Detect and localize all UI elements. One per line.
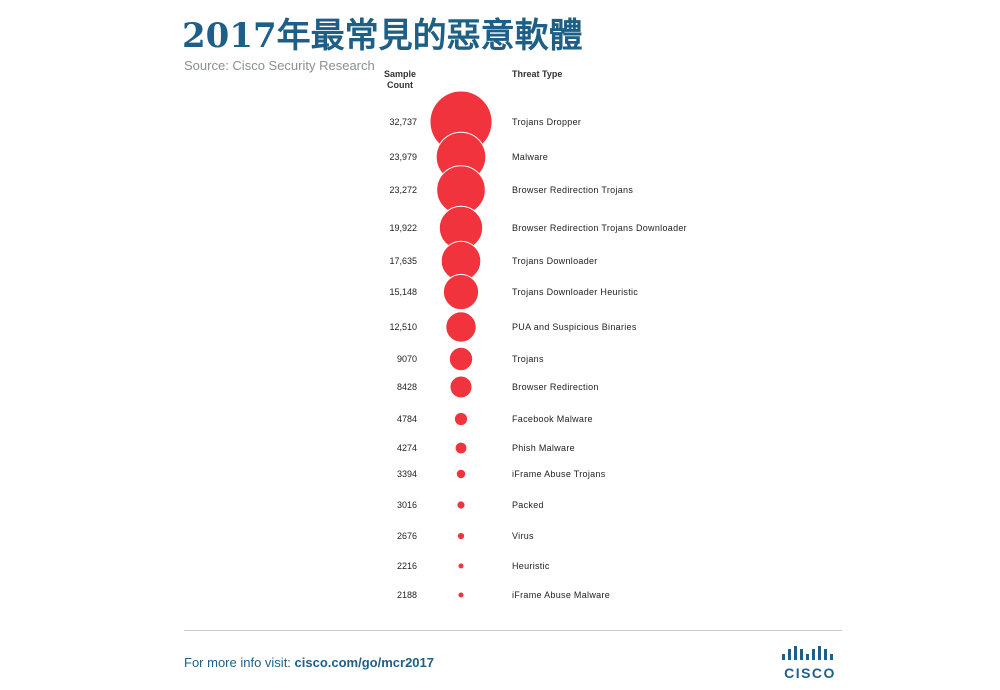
bubble [454, 441, 468, 455]
sample-count-label: 9070 [397, 354, 417, 364]
sample-count-label: 2676 [397, 531, 417, 541]
threat-type-label: Phish Malware [512, 443, 575, 453]
footer-prefix: For more info visit: [184, 655, 295, 670]
page-title: 2017年最常見的惡意軟體 [182, 16, 583, 56]
threat-type-label: Trojans Dropper [512, 117, 581, 127]
threat-type-label: Trojans [512, 354, 544, 364]
bubble [449, 375, 473, 399]
sample-count-label: 12,510 [389, 322, 417, 332]
column-header-threat-type: Threat Type [512, 69, 563, 79]
threat-type-label: Packed [512, 500, 544, 510]
sample-count-label: 2188 [397, 590, 417, 600]
threat-type-label: Browser Redirection Trojans Downloader [512, 223, 687, 233]
footer-info: For more info visit: cisco.com/go/mcr201… [184, 655, 434, 670]
cisco-logo-text: CISCO [784, 665, 836, 681]
bubble [445, 311, 477, 343]
cisco-bridge-logo-icon [782, 646, 833, 660]
threat-type-label: Facebook Malware [512, 414, 593, 424]
footer-divider [184, 630, 842, 631]
column-header-sample-count: Sample Count [383, 69, 416, 90]
bubble [448, 346, 474, 372]
sample-count-label: 15,148 [389, 287, 417, 297]
bubble [455, 468, 467, 480]
sample-count-label: 19,922 [389, 223, 417, 233]
bubble [457, 591, 465, 599]
threat-type-label: Malware [512, 152, 548, 162]
sample-count-label: 17,635 [389, 256, 417, 266]
sample-count-label: 8428 [397, 382, 417, 392]
source-note: Source: Cisco Security Research [184, 58, 375, 73]
threat-type-label: Virus [512, 531, 534, 541]
threat-type-label: Browser Redirection Trojans [512, 185, 633, 195]
cisco-logo: CISCO [778, 645, 842, 681]
sample-count-label: 4274 [397, 443, 417, 453]
threat-type-label: Trojans Downloader [512, 256, 598, 266]
sample-count-label: 32,737 [389, 117, 417, 127]
threat-type-label: Browser Redirection [512, 382, 599, 392]
sample-count-label: 23,272 [389, 185, 417, 195]
threat-type-label: iFrame Abuse Trojans [512, 469, 606, 479]
bubble [442, 273, 480, 311]
threat-type-label: Heuristic [512, 561, 550, 571]
sample-count-label: 23,979 [389, 152, 417, 162]
bubble [453, 411, 469, 427]
threat-type-label: Trojans Downloader Heuristic [512, 287, 638, 297]
bubble [456, 500, 466, 510]
bubble [457, 562, 465, 570]
sample-count-label: 3394 [397, 469, 417, 479]
sample-count-label: 4784 [397, 414, 417, 424]
sample-count-label: 2216 [397, 561, 417, 571]
threat-type-label: iFrame Abuse Malware [512, 590, 610, 600]
sample-count-label: 3016 [397, 500, 417, 510]
footer-link[interactable]: cisco.com/go/mcr2017 [294, 655, 434, 670]
bubble [456, 531, 466, 541]
threat-type-label: PUA and Suspicious Binaries [512, 322, 637, 332]
